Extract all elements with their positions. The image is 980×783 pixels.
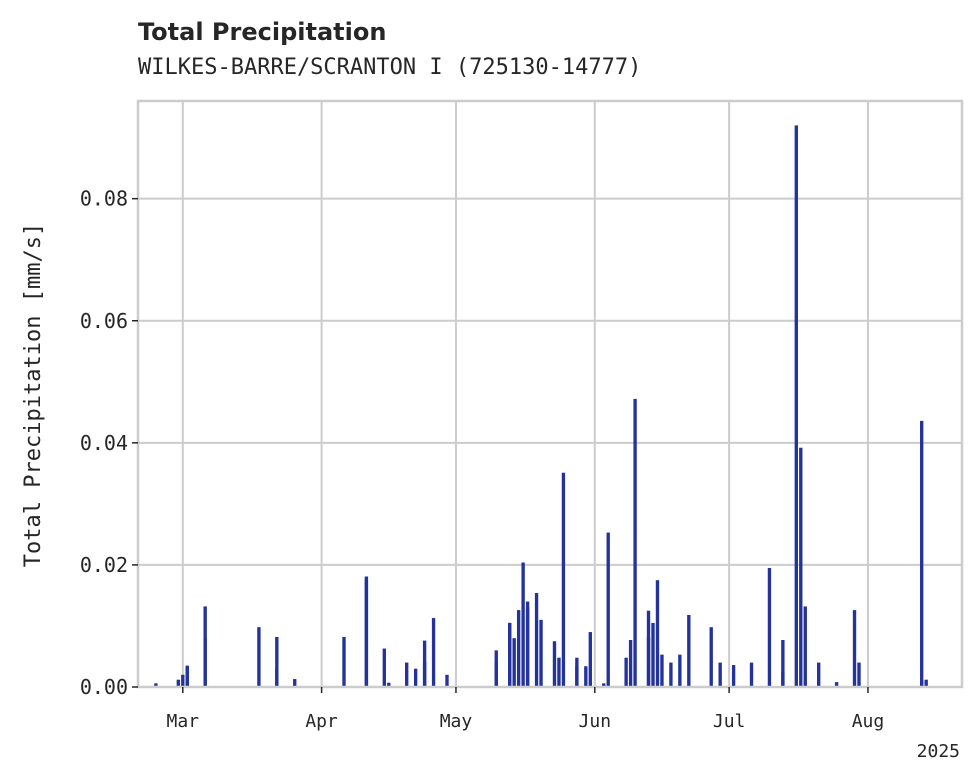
plot-frame: [136, 99, 964, 689]
y-tick-label: 0.00: [80, 675, 128, 699]
precip-bar: [203, 638, 207, 687]
precip-bar: [924, 679, 928, 687]
x-axis-year-label: 2025: [917, 741, 960, 762]
precip-bar: [575, 666, 579, 687]
precip-bar: [584, 666, 588, 687]
precip-bar: [525, 607, 530, 687]
precip-bar: [803, 606, 807, 687]
y-axis-ticks: 0.00 0.02 0.04 0.06 0.08: [80, 187, 138, 699]
precip-bar: [920, 420, 924, 687]
precip-bar: [445, 674, 449, 687]
bars-layer: [154, 125, 928, 687]
precip-bar: [364, 576, 369, 687]
precip-bar: [624, 657, 628, 687]
precip-bar: [646, 637, 651, 687]
precip-bar: [651, 622, 655, 687]
precip-bar: [799, 447, 803, 687]
precip-bar: [552, 641, 557, 687]
precip-bar: [852, 610, 857, 687]
precip-bar: [516, 610, 521, 687]
precip-bar: [731, 665, 736, 687]
grid-layer: [138, 101, 962, 688]
precip-bar: [508, 622, 512, 687]
x-axis-ticks: Mar Apr May Jun Jul Aug: [167, 687, 885, 732]
precip-bar: [834, 682, 839, 687]
precip-bar: [709, 627, 713, 687]
precip-bar: [422, 661, 427, 687]
precip-bar: [817, 662, 821, 687]
precip-bar: [767, 567, 772, 687]
precip-bar: [687, 614, 691, 687]
precip-bar: [602, 683, 606, 687]
precip-bar: [539, 619, 543, 687]
precip-bar: [275, 668, 279, 687]
x-tick-label: May: [440, 711, 473, 732]
y-tick-label: 0.06: [80, 309, 128, 333]
precip-bar: [781, 671, 785, 687]
precip-bar: [588, 632, 592, 687]
precip-bar: [628, 639, 633, 687]
y-tick-label: 0.04: [80, 431, 128, 455]
precip-bar: [718, 662, 722, 687]
precip-bar: [382, 648, 386, 687]
precip-bar: [669, 662, 673, 687]
precip-bar: [857, 662, 861, 687]
precip-bar: [794, 125, 798, 687]
precip-bar: [512, 638, 516, 687]
precip-bar: [534, 592, 539, 687]
precip-bar: [185, 665, 189, 687]
y-tick-label: 0.08: [80, 187, 128, 211]
precip-bar: [557, 657, 561, 687]
precip-bar: [521, 562, 525, 687]
precip-bar: [154, 683, 158, 687]
x-tick-label: Aug: [852, 711, 885, 732]
x-tick-label: Jul: [713, 711, 746, 732]
precip-bar: [678, 654, 682, 687]
precip-bar: [920, 680, 924, 687]
precip-bar: [781, 639, 785, 687]
precip-bar: [293, 679, 297, 687]
x-tick-label: Apr: [305, 711, 338, 732]
precip-bar: [494, 662, 498, 687]
precip-bar: [181, 674, 185, 687]
precip-bar: [749, 662, 754, 687]
precip-bar: [342, 636, 346, 687]
chart-subtitle: WILKES-BARRE/SCRANTON I (725130-14777): [138, 55, 641, 80]
precip-bar: [275, 636, 279, 687]
precip-bar: [387, 682, 391, 687]
precip-bar: [413, 668, 418, 687]
precip-bar: [257, 627, 261, 687]
chart-title: Total Precipitation: [138, 18, 386, 46]
precip-bar: [633, 398, 637, 687]
precip-bar: [660, 654, 664, 687]
x-tick-label: Mar: [167, 711, 200, 732]
precip-bar: [405, 662, 409, 687]
precip-bar: [176, 679, 180, 687]
y-tick-label: 0.02: [80, 553, 128, 577]
precip-bar: [606, 532, 610, 687]
precip-bar: [561, 472, 566, 687]
precip-bar: [655, 580, 660, 687]
y-axis-label: Total Precipitation [mm/s]: [21, 223, 46, 567]
x-tick-label: Jun: [579, 711, 612, 732]
precip-bar: [431, 618, 436, 687]
